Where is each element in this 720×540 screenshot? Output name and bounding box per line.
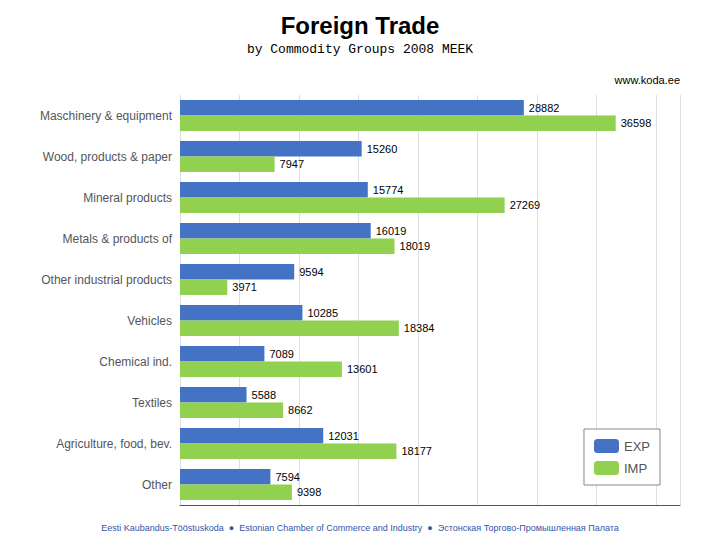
- svg-text:7089: 7089: [269, 348, 293, 360]
- svg-text:5588: 5588: [252, 389, 276, 401]
- svg-text:15260: 15260: [367, 143, 398, 155]
- svg-text:Textiles: Textiles: [132, 396, 172, 410]
- svg-text:EXP: EXP: [624, 439, 650, 454]
- svg-text:Wood, products & paper: Wood, products & paper: [43, 150, 172, 164]
- svg-text:Other: Other: [142, 478, 172, 492]
- svg-text:Other industrial products: Other industrial products: [41, 273, 172, 287]
- svg-text:18384: 18384: [404, 322, 435, 334]
- svg-text:Vehicles: Vehicles: [127, 314, 172, 328]
- svg-text:10285: 10285: [307, 307, 338, 319]
- svg-text:Agriculture, food, bev.: Agriculture, food, bev.: [56, 437, 172, 451]
- svg-text:28882: 28882: [529, 102, 560, 114]
- svg-text:18019: 18019: [400, 240, 431, 252]
- svg-text:36598: 36598: [621, 117, 652, 129]
- svg-text:12031: 12031: [328, 430, 359, 442]
- svg-text:3971: 3971: [232, 281, 256, 293]
- svg-text:Foreign Trade: Foreign Trade: [281, 12, 440, 39]
- svg-text:IMP: IMP: [624, 461, 647, 476]
- svg-text:16019: 16019: [376, 225, 407, 237]
- svg-text:9398: 9398: [297, 486, 321, 498]
- svg-text:Eesti Kaubandus-Tööstuskoda ●: Eesti Kaubandus-Tööstuskoda ● Estonian C…: [101, 523, 619, 533]
- svg-text:Maschinery & equipment: Maschinery & equipment: [40, 109, 173, 123]
- svg-text:9594: 9594: [299, 266, 323, 278]
- svg-text:Metals & products of: Metals & products of: [63, 232, 173, 246]
- svg-text:Mineral products: Mineral products: [83, 191, 172, 205]
- svg-text:by Commodity Groups 2008 MEEK: by Commodity Groups 2008 MEEK: [247, 42, 473, 57]
- svg-text:13601: 13601: [347, 363, 378, 375]
- svg-text:18177: 18177: [401, 445, 432, 457]
- svg-text:Chemical ind.: Chemical ind.: [99, 355, 172, 369]
- svg-text:7594: 7594: [275, 471, 299, 483]
- svg-text:15774: 15774: [373, 184, 404, 196]
- svg-text:8662: 8662: [288, 404, 312, 416]
- svg-text:www.koda.ee: www.koda.ee: [614, 74, 680, 86]
- svg-text:7947: 7947: [280, 158, 304, 170]
- svg-text:27269: 27269: [510, 199, 541, 211]
